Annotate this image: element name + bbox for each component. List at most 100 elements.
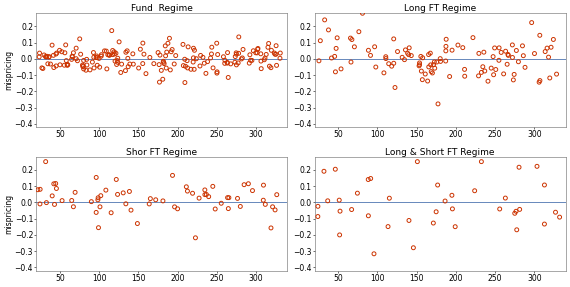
Point [52,186,61,191]
Point [198,55,207,60]
Point [347,37,356,42]
Point [69,51,78,55]
Point [460,67,469,72]
Point [123,56,132,61]
Point [173,207,182,211]
Point [409,245,418,250]
Point [262,52,271,57]
Point [384,61,393,66]
Point [60,63,69,67]
Point [251,51,260,55]
Point [111,59,120,63]
Point [272,192,282,197]
Title: Shor FT Regime: Shor FT Regime [127,148,197,157]
Point [364,48,373,53]
Point [427,69,436,74]
Point [97,54,106,59]
Point [503,62,512,67]
Point [547,45,556,50]
Point [495,207,504,211]
Point [162,50,172,54]
Point [101,49,111,53]
Point [417,69,426,73]
Point [183,66,192,70]
Point [430,60,439,64]
Point [51,64,60,68]
Point [200,192,209,197]
Point [82,68,91,73]
Point [489,72,498,77]
Point [58,198,67,203]
Point [62,58,71,63]
Point [549,37,558,42]
Point [371,65,380,69]
Point [178,42,188,47]
Point [260,202,270,207]
Point [72,46,81,51]
Point [78,63,87,67]
Point [219,55,228,59]
Point [223,75,233,80]
Point [108,48,117,53]
Point [194,196,203,200]
Point [479,50,488,55]
Point [92,54,101,58]
Point [267,48,276,53]
Point [268,205,277,209]
Point [491,67,500,72]
Point [33,187,42,192]
Point [43,61,52,66]
Point [335,233,344,237]
Point [346,36,355,40]
Point [259,198,268,203]
Point [238,47,247,52]
Point [421,72,430,76]
Y-axis label: mispricing: mispricing [4,194,13,234]
Point [231,54,240,59]
Point [320,18,329,22]
Point [358,11,367,15]
Point [230,60,239,65]
Point [95,65,104,69]
Point [224,206,233,211]
Point [426,63,435,67]
Point [435,56,445,61]
Point [275,56,284,61]
Point [335,198,344,202]
Point [180,57,189,61]
Point [200,188,209,192]
Point [72,57,81,61]
Point [323,199,332,203]
Point [141,71,150,76]
Point [324,28,333,32]
Point [512,48,521,53]
Point [347,207,356,212]
Point [271,52,280,57]
Point [540,183,549,187]
Point [429,221,438,225]
Point [92,210,101,215]
Point [256,59,266,63]
Point [381,55,390,59]
Point [245,61,254,65]
Point [234,35,243,39]
Point [138,61,147,66]
Point [418,77,427,82]
Point [42,55,51,59]
Point [105,53,114,57]
Point [543,46,552,51]
Point [336,209,345,214]
Point [124,64,133,69]
Point [67,198,76,203]
Point [166,49,176,54]
Point [385,196,394,201]
Point [113,192,122,197]
Point [63,62,72,67]
Point [189,56,198,60]
Point [125,189,134,194]
Point [191,236,200,240]
Point [146,196,155,201]
Point [102,67,111,71]
Point [405,46,414,50]
Point [82,63,91,67]
